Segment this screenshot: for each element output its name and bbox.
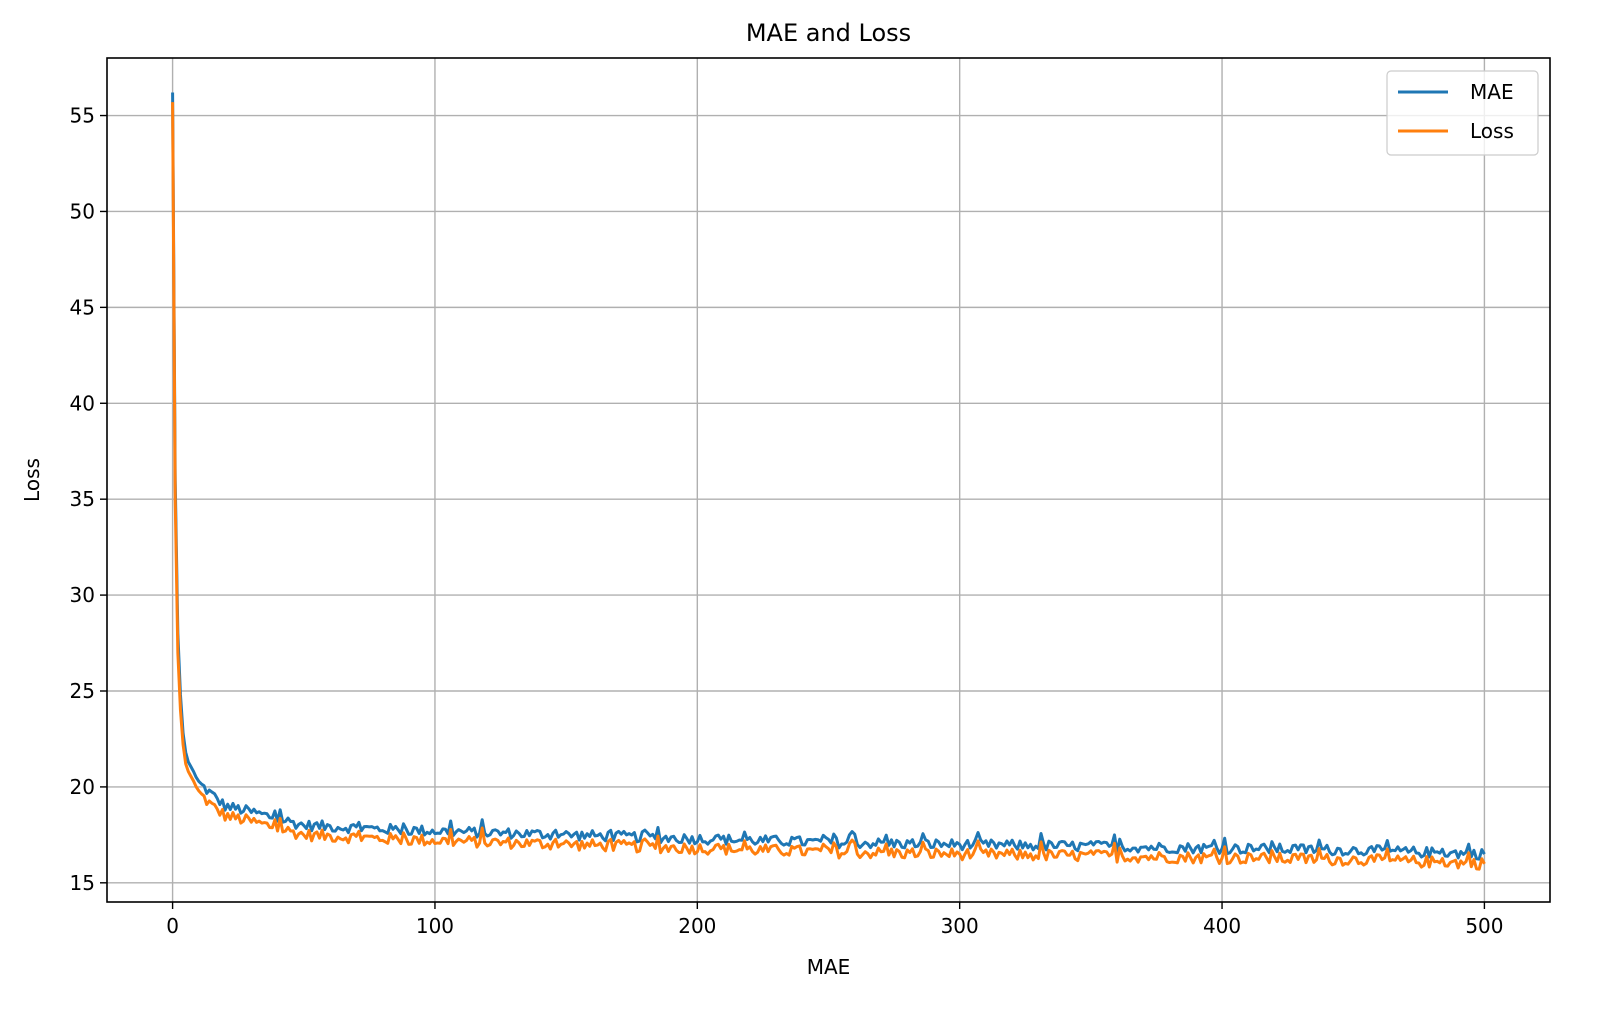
y-tick-label: 20: [70, 775, 95, 799]
legend: MAE Loss: [1386, 70, 1539, 156]
y-tick-label: 55: [70, 104, 95, 128]
series-line-mae: [171, 92, 1486, 861]
x-tick-label: 400: [1203, 914, 1241, 938]
y-tick-label: 40: [70, 391, 95, 415]
x-tick-label: 500: [1465, 914, 1503, 938]
y-tick-label: 50: [70, 199, 95, 223]
axis-ticks: 0 100 200 300 400 500 15 20 25 30 35 40 45 50 55: [70, 104, 1504, 938]
x-axis-label: MAE: [807, 955, 851, 979]
y-tick-label: 15: [70, 871, 95, 895]
y-tick-label: 45: [70, 295, 95, 319]
series-line-loss: [171, 102, 1486, 871]
legend-label-loss: Loss: [1470, 119, 1514, 143]
y-tick-label: 35: [70, 487, 95, 511]
legend-label-mae: MAE: [1470, 80, 1514, 104]
y-tick-label: 30: [70, 583, 95, 607]
x-tick-label: 100: [416, 914, 454, 938]
y-tick-label: 25: [70, 679, 95, 703]
x-tick-label: 300: [941, 914, 979, 938]
y-axis-label: Loss: [20, 458, 44, 502]
x-tick-label: 0: [166, 914, 179, 938]
x-tick-label: 200: [678, 914, 716, 938]
chart-title: MAE and Loss: [746, 19, 911, 47]
series-lines: [171, 92, 1486, 871]
plot-frame: [106, 57, 1551, 903]
grid: [107, 58, 1550, 902]
legend-box: [1386, 70, 1539, 156]
